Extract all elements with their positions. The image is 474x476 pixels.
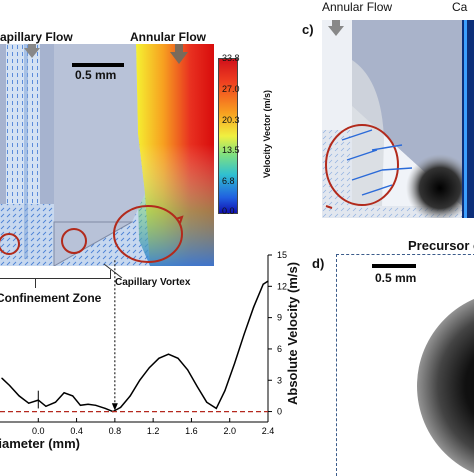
data-point: [129, 395, 131, 397]
data-point: [18, 395, 20, 397]
colorbar-tick: 27.0: [222, 84, 240, 94]
x-tick-label: 1.6: [185, 426, 198, 436]
y-tick-label: 0: [277, 407, 282, 417]
data-point: [139, 379, 141, 381]
vortex-pointer: [103, 263, 123, 279]
y-tick-label: 3: [277, 375, 282, 385]
x-tick-label: 1.2: [147, 426, 160, 436]
colorbar-tick: 33.8: [222, 53, 240, 63]
chart-xlabel: Diameter (mm): [0, 436, 80, 451]
data-point: [253, 306, 255, 308]
colorbar-tick: 20.3: [222, 115, 240, 125]
data-point: [28, 402, 30, 404]
data-point: [148, 367, 150, 369]
data-point: [63, 392, 65, 394]
x-tick-label: 2.0: [223, 426, 236, 436]
scale-bar-b-label: 0.5 mm: [75, 68, 117, 82]
x-tick-label: 2.4: [262, 426, 275, 436]
data-point: [196, 385, 198, 388]
velocity-chart: 0.0 0.4 0.8 1.2 1.6 2.0 2.40 3 6 9 12 15: [0, 250, 287, 436]
panel-d-title: Precursor c: [408, 238, 474, 253]
y-tick-label: 12: [277, 281, 287, 291]
data-point: [120, 406, 122, 408]
colorbar-tick: 6.8: [222, 176, 235, 186]
panel-b-simulation: [0, 44, 214, 267]
capillary-flow-label: apillary Flow: [0, 30, 73, 44]
data-point: [224, 390, 226, 392]
data-point: [233, 362, 236, 365]
colorbar-tick: 13.5: [222, 145, 240, 155]
panel-c-letter: c): [302, 22, 314, 37]
scale-bar-d-label: 0.5 mm: [375, 271, 417, 285]
data-point: [262, 283, 264, 285]
data-point: [167, 353, 170, 355]
vortex-marker-arrowhead: [111, 403, 118, 411]
capillary-vortex-label: Capillary Vortex: [115, 277, 191, 288]
data-point: [206, 401, 208, 403]
velocity-field-image: [0, 44, 214, 267]
confinement-bracket: [0, 270, 111, 279]
data-point: [267, 280, 269, 282]
data-point: [177, 357, 179, 359]
data-point: [1, 377, 3, 379]
confinement-stem: [35, 278, 36, 288]
data-point: [87, 403, 89, 405]
scale-bar-b: [72, 63, 124, 67]
data-point: [8, 384, 11, 387]
precursor-concentration-blob: [417, 291, 474, 476]
panel-d-frame: [336, 254, 474, 476]
data-point: [45, 405, 47, 407]
annular-flow-label-b: Annular Flow: [130, 30, 206, 44]
x-tick-label: 0.8: [109, 426, 122, 436]
colorbar-title: Velocity Vector (m/s): [262, 89, 272, 178]
scale-bar-d: [372, 264, 416, 268]
series-velocity-line: [1, 280, 269, 413]
data-point: [54, 401, 57, 403]
panel-d-letter: d): [312, 256, 325, 271]
data-point: [243, 333, 245, 335]
colorbar: [218, 58, 238, 214]
data-point: [95, 404, 97, 406]
colorbar-tick: 0.0: [222, 206, 235, 216]
annular-flow-label-c: Annular Flow: [322, 0, 393, 14]
panel-c-simulation: [322, 20, 474, 218]
y-tick-label: 9: [277, 313, 282, 323]
capillary-label-c: Ca: [452, 0, 468, 14]
confinement-zone-label: Confinement Zone: [0, 291, 102, 305]
x-tick-label: 0.0: [32, 426, 45, 436]
data-point: [104, 407, 106, 410]
y-tick-label: 15: [277, 250, 287, 260]
data-point: [215, 407, 217, 410]
data-point: [72, 395, 74, 397]
data-point: [158, 357, 160, 359]
x-tick-label: 0.4: [70, 426, 83, 436]
data-point: [187, 369, 189, 371]
data-point: [79, 404, 81, 406]
y-tick-label: 6: [277, 344, 282, 354]
chart-ylabel: Absolute Velocity (m/s): [285, 261, 300, 405]
